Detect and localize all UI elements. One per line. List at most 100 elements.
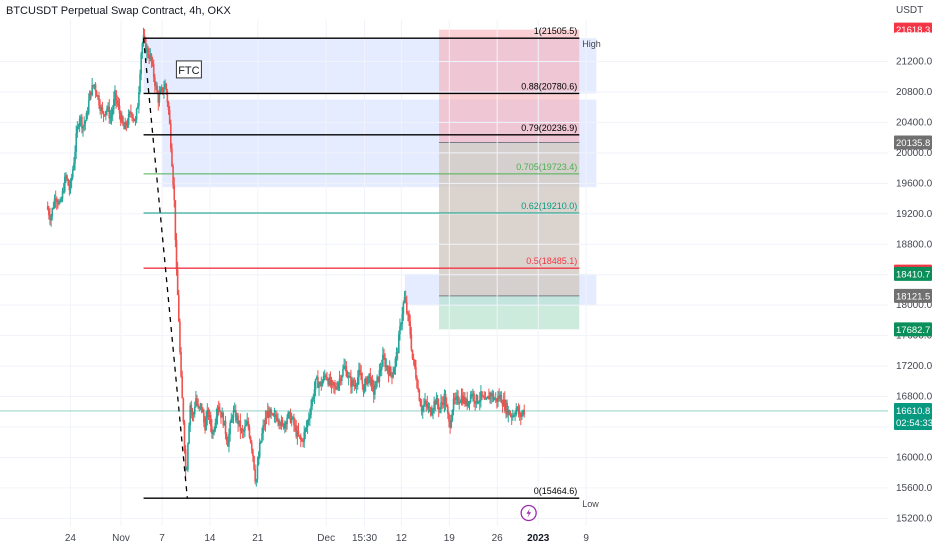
candle-body (166, 90, 169, 103)
candle-body (356, 377, 359, 385)
candle-body (338, 378, 341, 383)
candle-body (476, 395, 479, 403)
candle-body (89, 91, 91, 101)
candle-body (359, 369, 361, 374)
candle-body (81, 116, 83, 129)
candle-body (227, 440, 229, 447)
candle-body (91, 85, 93, 96)
y-tick-label: 19600.0 (896, 178, 932, 189)
candle-body (436, 397, 439, 405)
candle-body (321, 381, 324, 387)
candle-body (294, 425, 296, 427)
candle-body (396, 351, 399, 354)
candle-body (56, 200, 58, 203)
y-tick-label: 21200.0 (896, 56, 932, 67)
candle-body (472, 393, 474, 397)
candle-body (157, 93, 160, 103)
candle-body (341, 375, 343, 382)
candle-body (193, 406, 196, 415)
candle-body (363, 383, 366, 393)
candle-body (85, 112, 88, 121)
candle-body (395, 351, 398, 359)
candle-body (68, 185, 71, 191)
candle-body (90, 91, 92, 96)
candle-body (73, 163, 75, 170)
fib-label-0: 0(15464.6) (534, 486, 578, 496)
candle-body (97, 95, 99, 97)
candle-body (499, 394, 502, 399)
partial-zone (439, 142, 580, 296)
candle-body (451, 410, 454, 420)
candle-body (480, 391, 482, 400)
candle-body (352, 379, 355, 385)
candle-body (247, 421, 250, 428)
candle-body (409, 321, 412, 335)
candle-body (408, 313, 410, 322)
candle-body (69, 181, 72, 191)
candle-body (404, 297, 407, 303)
candle-body (57, 202, 59, 205)
candle-body (94, 84, 97, 92)
candle-body (107, 106, 109, 109)
candle-body (205, 417, 207, 431)
fib-label-0.705: 0.705(19723.4) (516, 162, 577, 172)
candle-body (425, 401, 427, 404)
candle-body (220, 411, 222, 418)
candle-body (483, 396, 486, 400)
candle-body (188, 425, 190, 444)
candle-body (336, 388, 339, 390)
candle-body (229, 422, 231, 435)
candle-body (238, 420, 241, 425)
candle-body (376, 376, 378, 382)
candle-body (512, 415, 514, 418)
candle-body (75, 133, 77, 152)
candle-body (48, 209, 50, 216)
candle-body (159, 90, 162, 94)
candle-body (167, 102, 170, 110)
candle-body (285, 422, 287, 425)
candle-body (279, 424, 282, 426)
candle-body (101, 107, 104, 112)
candle-body (99, 105, 101, 111)
candle-body (366, 378, 368, 385)
candle-body (155, 85, 157, 87)
candle-body (320, 381, 323, 387)
candle-body (343, 366, 345, 369)
candle-body (82, 126, 84, 129)
candle-body (347, 375, 350, 378)
candle-body (156, 85, 158, 94)
candle-body (329, 377, 332, 386)
candle-body (459, 401, 462, 403)
candle-body (257, 456, 260, 465)
candle-body (500, 394, 503, 404)
candle-body (52, 207, 55, 209)
fib-label-0.5: 0.5(18485.1) (526, 256, 577, 266)
candle-body (152, 64, 155, 78)
x-tick-label: 24 (65, 533, 77, 544)
candle-body (482, 396, 484, 398)
candle-body (209, 415, 212, 426)
candle-body (63, 176, 66, 192)
candle-body (392, 374, 394, 378)
candle-body (416, 378, 418, 388)
candle-body (86, 112, 89, 114)
candle-body (298, 435, 301, 437)
x-tick-label: 21 (252, 533, 264, 544)
candle-body (109, 117, 112, 119)
candle-body (286, 417, 288, 425)
candles-layer (46, 27, 526, 487)
candle-body (160, 87, 163, 91)
price-tag-gray (894, 135, 932, 150)
candle-body (457, 395, 459, 403)
candle-body (46, 206, 49, 210)
candle-body (106, 108, 108, 111)
candle-body (399, 326, 401, 335)
candle-body (484, 398, 487, 400)
candle-body (151, 61, 154, 65)
candle-body (78, 118, 81, 127)
candle-body (224, 420, 227, 435)
candle-body (378, 370, 381, 382)
candle-body (470, 394, 473, 397)
candle-body (516, 407, 519, 409)
